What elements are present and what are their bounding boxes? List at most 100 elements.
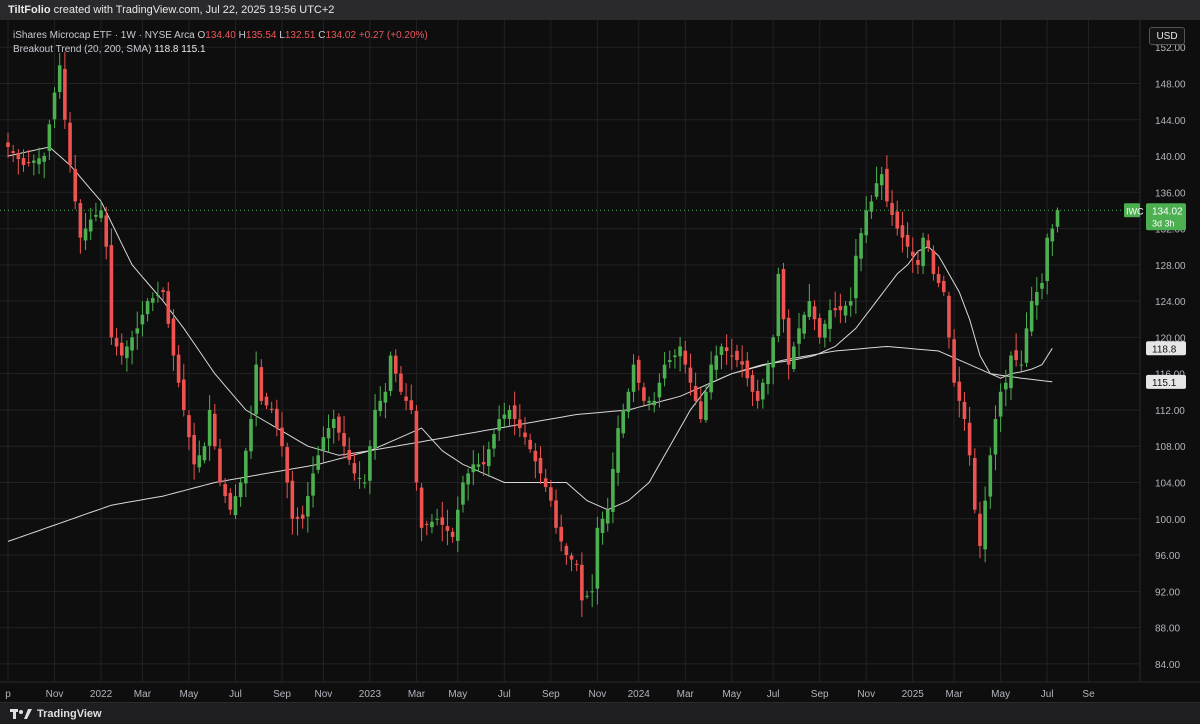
candle	[745, 351, 750, 387]
candle-body	[357, 477, 362, 479]
candle-body	[704, 391, 708, 421]
price-axis: 84.00 88.00 92.00 96.00 100.00 104.00 108.00 11…	[1155, 43, 1186, 671]
candle	[94, 202, 98, 222]
chart-area[interactable]: 84.00 88.00 92.00 96.00 100.00 104.00 108.00 11…	[0, 20, 1200, 702]
candle-body	[538, 457, 543, 474]
candle	[290, 470, 295, 535]
candle	[704, 384, 708, 423]
candle	[73, 154, 78, 210]
candle	[724, 334, 729, 365]
time-tick-label: Nov	[46, 689, 64, 700]
candle-body	[414, 410, 419, 483]
candle-body	[502, 414, 507, 419]
candle	[16, 149, 21, 175]
candle	[621, 403, 626, 438]
candle-body	[523, 432, 527, 438]
candle	[306, 481, 310, 533]
candle-body	[972, 458, 977, 510]
candle	[859, 227, 863, 272]
candle-body	[755, 391, 760, 401]
candle-body	[936, 274, 941, 283]
candle	[662, 352, 667, 387]
candle-body	[554, 500, 558, 528]
candle	[585, 590, 589, 600]
candle-body	[776, 273, 781, 337]
candle-body	[947, 295, 951, 338]
candle-body	[140, 314, 145, 325]
candle-body	[792, 346, 796, 370]
candle	[119, 333, 124, 365]
candle-body	[94, 214, 98, 217]
candle-body	[331, 419, 336, 429]
candle-body	[476, 464, 481, 467]
time-tick-label: p	[5, 689, 11, 700]
currency-selector[interactable]: USD	[1149, 27, 1185, 45]
candle-body	[512, 405, 517, 420]
time-tick-label: Sep	[273, 689, 291, 700]
candle-body	[730, 355, 734, 357]
symbol-label: IWC	[1126, 206, 1144, 216]
candle	[342, 415, 346, 459]
candle-body	[383, 391, 388, 403]
candle	[988, 447, 993, 509]
candle	[481, 445, 486, 476]
candle-body	[244, 450, 248, 484]
candle	[1045, 233, 1049, 295]
candle-body	[698, 401, 703, 420]
price-tick-label: 136.00	[1155, 188, 1186, 199]
time-tick-label: May	[722, 689, 741, 700]
candle	[140, 301, 145, 337]
price-tick-label: 92.00	[1155, 587, 1180, 598]
candle	[264, 392, 269, 410]
candle-body	[900, 225, 905, 238]
price-tick-label: 96.00	[1155, 551, 1180, 562]
candle-body	[683, 350, 688, 365]
candle	[492, 429, 496, 457]
candle	[125, 340, 129, 372]
candle-body	[636, 359, 641, 383]
candle-body	[823, 323, 827, 338]
candle	[797, 313, 801, 356]
candle	[947, 291, 951, 349]
candle	[42, 152, 46, 179]
candle	[1055, 207, 1060, 233]
candle-body	[688, 367, 693, 383]
candle-body	[761, 382, 765, 400]
candle-body	[388, 355, 393, 392]
candle-body	[42, 156, 46, 162]
price-tick-label: 100.00	[1155, 515, 1186, 526]
footer-bar: TradingView	[0, 702, 1200, 724]
candle	[652, 392, 657, 413]
indicator-name[interactable]: Breakout Trend (20, 200, SMA)	[13, 44, 152, 55]
candle-body	[461, 482, 465, 505]
candle-body	[585, 595, 589, 597]
candle-body	[657, 382, 662, 398]
candle-body	[238, 482, 243, 498]
candle-body	[424, 524, 429, 526]
candle-body	[600, 518, 605, 534]
candle	[600, 511, 605, 545]
candle	[487, 441, 491, 477]
candle	[461, 475, 465, 513]
indicator-value-fast: 118.8	[154, 44, 179, 55]
candle-body	[978, 513, 982, 546]
candle-body	[1014, 350, 1018, 361]
candle-body	[941, 280, 946, 293]
candle	[424, 520, 429, 536]
candle-body	[1029, 301, 1034, 332]
candle	[678, 337, 682, 372]
candle	[192, 422, 196, 480]
candle	[326, 414, 331, 453]
candle	[223, 478, 227, 504]
price-chart[interactable]: 84.00 88.00 92.00 96.00 100.00 104.00 108.00 11…	[0, 20, 1200, 702]
legend-indicator-row[interactable]: Breakout Trend (20, 200, SMA) 118.8 115.…	[13, 43, 428, 57]
candles	[6, 51, 1060, 618]
price-tick-label: 88.00	[1155, 624, 1180, 635]
candle-body	[99, 210, 103, 218]
candle	[667, 350, 672, 369]
candle-body	[300, 514, 305, 519]
time-tick-label: Jul	[229, 689, 242, 700]
candle	[378, 386, 383, 417]
author-name: TiltFolio	[8, 4, 51, 16]
